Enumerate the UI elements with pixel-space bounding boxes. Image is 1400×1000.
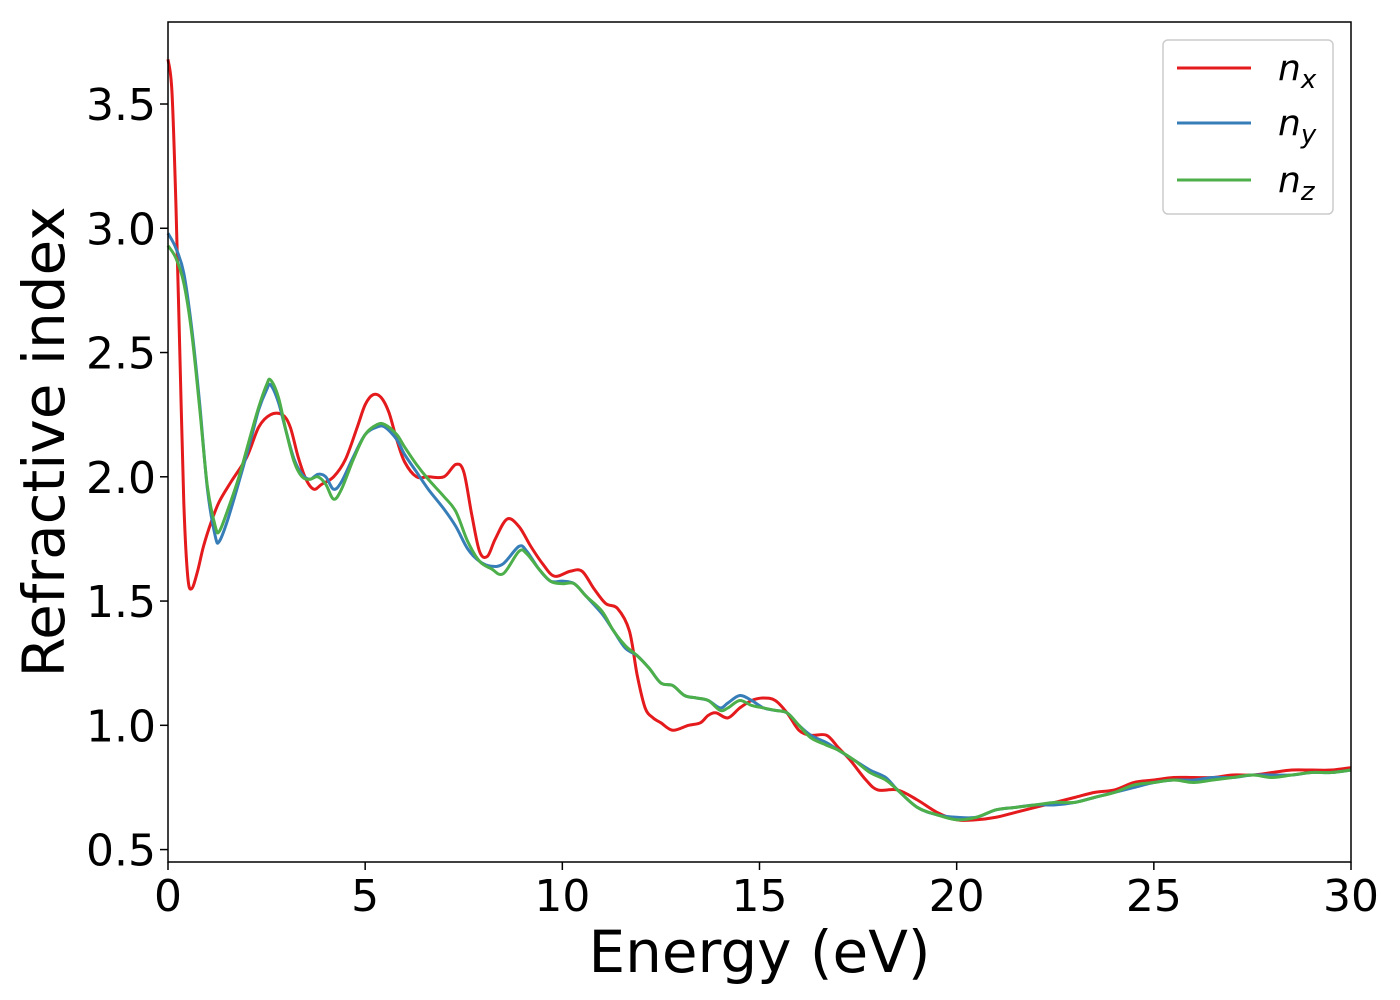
y-tick-label: 0.5 [86,826,156,877]
x-tick-label: 10 [534,871,590,922]
y-axis-label: Refractive index [10,206,78,677]
x-tick-label: 20 [929,871,985,922]
x-tick-label: 30 [1323,871,1379,922]
x-tick-label: 25 [1126,871,1182,922]
x-axis-label: Energy (eV) [588,918,930,986]
legend-box [1162,39,1334,215]
legend: nx ny nz [1162,39,1334,215]
y-tick-label: 2.0 [86,453,156,504]
y-tick-label: 3.5 [86,80,156,131]
legend-label-nz: nz [1278,160,1316,207]
y-tick-label: 1.5 [86,577,156,628]
plot-lines [166,59,1352,822]
y-tick-label: 1.0 [86,701,156,752]
y-tick-label: 2.5 [86,329,156,380]
series-line-nx [166,59,1352,822]
x-tick-label: 15 [732,871,788,922]
series-line-nz [166,244,1352,822]
y-axis-ticks: 0.5 1.0 1.5 2.0 2.5 3.0 3.5 [86,80,168,877]
x-tick-label: 5 [351,871,379,922]
x-axis-ticks: 0 5 10 15 20 25 30 [154,862,1379,922]
legend-label-ny: ny [1278,103,1317,150]
y-tick-label: 3.0 [86,204,156,255]
legend-label-nx: nx [1278,48,1317,95]
x-tick-label: 0 [154,871,182,922]
